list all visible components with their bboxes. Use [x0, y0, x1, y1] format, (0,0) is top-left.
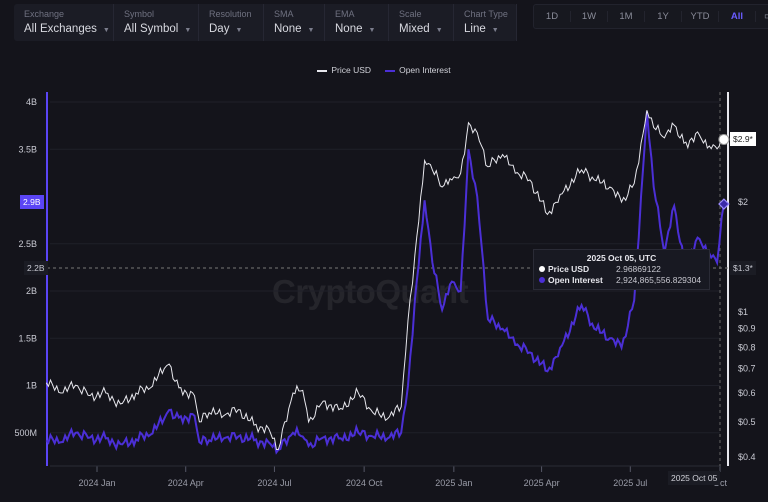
- tooltip-price-value: 2.96869122: [616, 264, 661, 274]
- x-tick-label: 2025 Apr: [524, 478, 560, 488]
- filter-exchange[interactable]: Exchange All Exchanges ▼: [14, 4, 114, 41]
- legend-oi[interactable]: Open Interest: [385, 65, 451, 75]
- price-last-value-tag: $2.9*: [730, 132, 756, 146]
- x-tick-label: 2025 Jul: [613, 478, 647, 488]
- oi-dot-icon: [539, 277, 545, 283]
- x-tick-label: 2025 Jan: [435, 478, 472, 488]
- right-tick-label: $0.5: [738, 417, 756, 427]
- left-tick-label: 4B: [26, 97, 37, 107]
- period-ytd[interactable]: YTD: [682, 11, 719, 22]
- filter-chart-type[interactable]: Chart Type Line ▼: [454, 4, 517, 41]
- left-tick-label: 2.5B: [18, 239, 37, 249]
- filter-label: Resolution: [209, 9, 252, 19]
- caret-down-icon: ▼: [235, 27, 243, 34]
- left-tick-label: 2B: [26, 286, 37, 296]
- filter-scale[interactable]: Scale Mixed ▼: [389, 4, 454, 41]
- filter-label: Symbol: [124, 9, 155, 19]
- filter-value: Day: [209, 23, 230, 35]
- filter-label: Chart Type: [464, 9, 508, 19]
- filter-resolution[interactable]: Resolution Day ▼: [199, 4, 264, 41]
- chart-legend: Price USD Open Interest: [0, 65, 768, 75]
- legend-price-label: Price USD: [331, 65, 372, 75]
- x-tick-label: 2024 Jul: [257, 478, 291, 488]
- right-tick-label: $0.7: [738, 364, 756, 374]
- period-1y[interactable]: 1Y: [645, 11, 682, 22]
- legend-price[interactable]: Price USD: [317, 65, 371, 75]
- filter-ema[interactable]: EMA None ▼: [325, 4, 389, 41]
- x-tick-label: 2024 Oct: [346, 478, 383, 488]
- tooltip: 2025 Oct 05, UTC Price USD 2.96869122 Ope…: [533, 249, 710, 290]
- oi-swatch: [385, 69, 396, 72]
- oi-series-line: [45, 111, 725, 455]
- right-tick-label: $2: [738, 197, 748, 207]
- x-tick-label: 2024 Apr: [168, 478, 204, 488]
- crosshair-left-value: 2.2B: [24, 261, 48, 275]
- filter-value: All Symbol: [124, 23, 179, 35]
- x-tick-label: 2024 Jan: [78, 478, 115, 488]
- oi-last-value-tag: 2.9B: [20, 195, 44, 209]
- left-tick-label: 500M: [14, 428, 37, 438]
- right-tick-label: $0.6: [738, 388, 756, 398]
- period-1d[interactable]: 1D: [534, 11, 571, 22]
- filter-value: None: [335, 23, 363, 35]
- caret-down-icon: ▼: [102, 27, 110, 34]
- filter-label: SMA: [274, 9, 294, 19]
- caret-down-icon: ▼: [307, 27, 315, 34]
- filter-value: None: [274, 23, 302, 35]
- filter-value: Line: [464, 23, 486, 35]
- caret-down-icon: ▼: [491, 27, 499, 34]
- right-tick-label: $0.4: [738, 452, 756, 462]
- price-dot-icon: [539, 266, 545, 272]
- filter-value: All Exchanges: [24, 23, 97, 35]
- crosshair-date: 2025 Oct 05: [668, 471, 721, 485]
- filter-value: Mixed: [399, 23, 430, 35]
- legend-oi-label: Open Interest: [399, 65, 451, 75]
- caret-down-icon: ▼: [368, 27, 376, 34]
- price-series-line: [45, 110, 725, 451]
- filter-label: Scale: [399, 9, 422, 19]
- filter-label: Exchange: [24, 9, 65, 19]
- period-1w[interactable]: 1W: [571, 11, 608, 22]
- crosshair-right-value: $1.3*: [730, 261, 756, 275]
- filter-bar: Exchange All Exchanges ▼ Symbol All Symbol ▼ R…: [14, 4, 517, 41]
- calendar-icon[interactable]: ▭: [764, 11, 768, 22]
- tooltip-oi-label: Open Interest: [548, 275, 603, 285]
- filter-label: EMA: [335, 9, 355, 19]
- filter-sma[interactable]: SMA None ▼: [264, 4, 325, 41]
- period-all[interactable]: All: [719, 11, 756, 22]
- price-marker-icon: [718, 133, 730, 145]
- caret-down-icon: ▼: [435, 27, 443, 34]
- left-tick-label: 1B: [26, 381, 37, 391]
- tooltip-price-label: Price USD: [548, 264, 590, 274]
- caret-down-icon: ▼: [184, 27, 192, 34]
- price-swatch: [317, 69, 328, 72]
- tooltip-title: 2025 Oct 05, UTC: [586, 253, 657, 263]
- right-tick-label: $0.9: [738, 324, 756, 334]
- tooltip-oi-value: 2,924,865,556.829304: [616, 275, 702, 285]
- oi-marker-icon: [718, 198, 730, 210]
- left-tick-label: 1.5B: [18, 333, 37, 343]
- period-1m[interactable]: 1M: [608, 11, 645, 22]
- left-tick-label: 3.5B: [18, 144, 37, 154]
- right-tick-label: $1: [738, 307, 748, 317]
- filter-symbol[interactable]: Symbol All Symbol ▼: [114, 4, 199, 41]
- right-tick-label: $0.8: [738, 342, 756, 352]
